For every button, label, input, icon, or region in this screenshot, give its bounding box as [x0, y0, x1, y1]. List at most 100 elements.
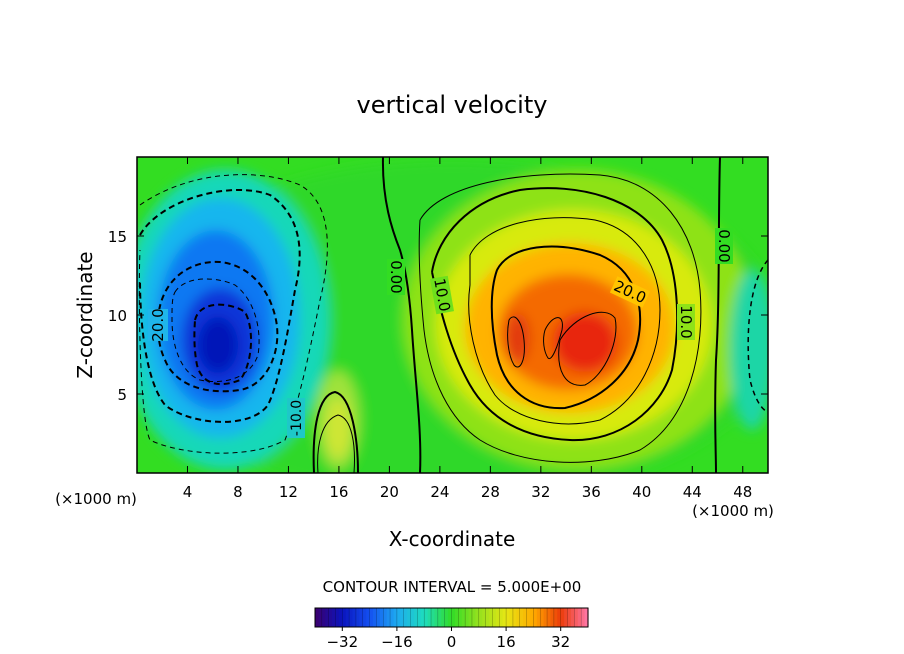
colorbar-swatch — [400, 608, 405, 627]
colorbar-swatch — [475, 608, 480, 627]
x-axis: 4 8 12 16 20 24 28 32 36 40 44 48 — [183, 157, 752, 501]
contour-pos-5 — [418, 173, 702, 463]
colorbar-swatch — [373, 608, 378, 627]
contour-label: 0.00 — [387, 260, 405, 293]
colorbar-swatch — [519, 608, 524, 627]
colorbar-swatch — [529, 608, 534, 627]
colorbar-swatch — [553, 608, 558, 627]
colorbar-swatch — [471, 608, 476, 627]
colorbar-swatch — [506, 608, 511, 627]
colorbar-swatch — [489, 608, 494, 627]
contour-neg-10 — [139, 188, 301, 423]
colorbar-swatch — [345, 608, 350, 627]
colorbar-swatch — [325, 608, 330, 627]
colorbar-swatch — [396, 608, 401, 627]
colorbar-swatch — [383, 608, 388, 627]
colorbar-swatch — [550, 608, 555, 627]
colorbar-swatch — [451, 608, 456, 627]
colorbar-swatch — [386, 608, 391, 627]
colorbar-swatch — [366, 608, 371, 627]
colorbar-swatch — [321, 608, 326, 627]
colorbar-swatch — [444, 608, 449, 627]
chart-title: vertical velocity — [357, 91, 548, 119]
colorbar-swatch — [359, 608, 364, 627]
colorbar-swatch — [390, 608, 395, 627]
colorbar-swatch — [570, 608, 575, 627]
colorbar-swatch — [403, 608, 408, 627]
x-tick-label: 24 — [430, 483, 449, 501]
colorbar-swatch — [492, 608, 497, 627]
colorbar-swatch — [512, 608, 517, 627]
contour-interval-label: CONTOUR INTERVAL = 5.000E+00 — [323, 578, 582, 596]
colorbar-swatch — [533, 608, 538, 627]
contour-pos-5-south — [317, 414, 355, 473]
colorbar-swatch — [567, 608, 572, 627]
contour-neg-20 — [157, 260, 279, 393]
y-tick-label: 15 — [108, 228, 127, 246]
colorbar-tick-label: 0 — [447, 633, 457, 651]
x-tick-label: 40 — [632, 483, 651, 501]
colorbar-swatch — [543, 608, 548, 627]
contour-pos-15 — [468, 217, 661, 425]
colorbar-swatch — [393, 608, 398, 627]
contour-label: 20.0 — [149, 308, 167, 341]
x-tick-label: 4 — [183, 483, 193, 501]
colorbar-swatch — [509, 608, 514, 627]
colorbar-swatch — [437, 608, 442, 627]
colorbar-swatch — [407, 608, 412, 627]
colorbar-tick-label: 16 — [497, 633, 516, 651]
contour-neg-30 — [193, 303, 252, 386]
contour-pos-25-c — [543, 317, 563, 360]
colorbar-swatch — [338, 608, 343, 627]
contour-pos-25-b — [507, 316, 525, 368]
colorbar-swatch — [431, 608, 436, 627]
colorbar-swatch — [465, 608, 470, 627]
colorbar-swatch — [577, 608, 582, 627]
colorbar-swatch — [461, 608, 466, 627]
contour-label: 0.00 — [715, 229, 733, 262]
colorbar-swatch — [526, 608, 531, 627]
colorbar-swatch — [335, 608, 340, 627]
colorbar-swatch — [424, 608, 429, 627]
colorbar-swatch — [352, 608, 357, 627]
contour-neg-5-east — [747, 259, 768, 413]
contour-label: -10.0 — [289, 400, 305, 436]
contour-zero-south — [312, 390, 359, 473]
colorbar-swatch — [376, 608, 381, 627]
colorbar-tick-label: 32 — [551, 633, 570, 651]
x-unit-label: (×1000 m) — [55, 490, 137, 508]
colorbar-tick-label: −16 — [381, 633, 413, 651]
contour-labels: 20.0 -10.0 0.00 10.0 20.0 10.0 0.00 — [148, 228, 733, 438]
contour-label: 10.0 — [430, 277, 454, 313]
colorbar-swatch — [355, 608, 360, 627]
colorbar — [314, 608, 589, 627]
contour-pos-25 — [558, 311, 617, 386]
x-tick-label: 44 — [683, 483, 702, 501]
colorbar-swatch — [560, 608, 565, 627]
contour-pos-10 — [431, 187, 679, 442]
colorbar-swatch — [328, 608, 333, 627]
colorbar-swatch — [413, 608, 418, 627]
colorbar-swatch — [379, 608, 384, 627]
colorbar-swatch — [502, 608, 507, 627]
colorbar-swatch — [584, 608, 589, 627]
contour-label: 10.0 — [677, 305, 695, 338]
colorbar-swatch — [581, 608, 586, 627]
x-tick-label: 36 — [582, 483, 601, 501]
colorbar-ticks: −32 −16 0 16 32 — [326, 627, 570, 651]
y-tick-label: 5 — [117, 386, 127, 404]
colorbar-swatch — [454, 608, 459, 627]
y-tick-label: 10 — [108, 307, 127, 325]
colorbar-swatch — [468, 608, 473, 627]
y-axis: 5 10 15 — [108, 228, 768, 404]
colorbar-swatch — [318, 608, 323, 627]
colorbar-swatch — [369, 608, 374, 627]
colorbar-swatch — [427, 608, 432, 627]
colorbar-swatch — [434, 608, 439, 627]
x-unit-label-right: (×1000 m) — [692, 502, 774, 520]
colorbar-swatch — [557, 608, 562, 627]
colorbar-swatch — [485, 608, 490, 627]
colorbar-swatch — [362, 608, 367, 627]
colorbar-swatch — [574, 608, 579, 627]
x-axis-title: X-coordinate — [389, 527, 516, 551]
